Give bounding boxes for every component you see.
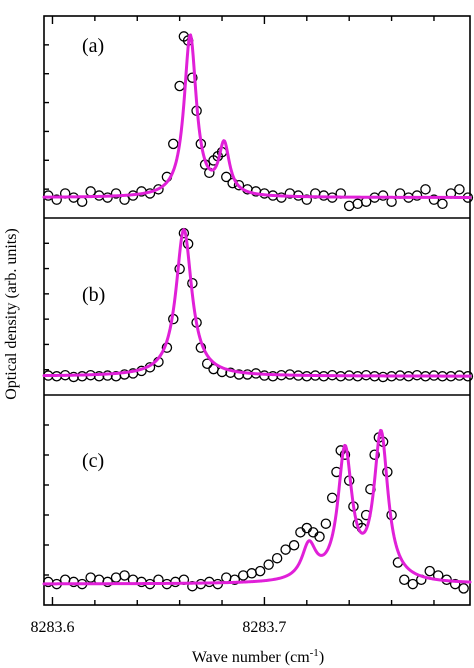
data-point bbox=[280, 544, 291, 555]
x-axis-label: Wave number (cm-1) bbox=[192, 647, 324, 666]
data-point bbox=[110, 572, 122, 583]
data-point bbox=[407, 578, 419, 590]
data-point bbox=[320, 518, 332, 529]
x-tick-label: 8283.7 bbox=[242, 619, 286, 636]
data-point bbox=[437, 198, 448, 210]
data-point bbox=[76, 196, 88, 207]
x-tick-label: 8283.6 bbox=[30, 619, 74, 636]
data-point bbox=[458, 583, 469, 594]
data-point bbox=[174, 80, 185, 92]
data-point bbox=[420, 184, 431, 195]
data-point bbox=[307, 527, 319, 538]
x-axis-label-unit-exponent: -1 bbox=[310, 647, 319, 659]
data-point bbox=[221, 572, 232, 583]
data-point bbox=[254, 565, 266, 577]
data-point bbox=[369, 449, 380, 460]
data-point bbox=[288, 540, 300, 551]
panel-a: (a) bbox=[42, 31, 474, 212]
data-point bbox=[326, 492, 338, 504]
x-axis-label-close: ) bbox=[319, 649, 324, 666]
fit-curve bbox=[42, 33, 472, 199]
data-point bbox=[42, 190, 54, 201]
x-axis-label-text: Wave number (cm bbox=[192, 649, 310, 666]
data-point bbox=[68, 371, 79, 383]
data-point bbox=[352, 198, 363, 210]
data-point bbox=[339, 449, 351, 460]
data-point bbox=[411, 190, 423, 201]
data-point bbox=[454, 184, 465, 195]
data-point bbox=[102, 576, 113, 588]
data-point bbox=[229, 574, 240, 586]
data-point bbox=[85, 572, 96, 583]
data-point bbox=[377, 190, 389, 201]
data-point bbox=[201, 358, 213, 369]
panel-b: (b) bbox=[42, 227, 474, 383]
fit-curve bbox=[42, 228, 472, 378]
plot-frame bbox=[43, 15, 471, 606]
data-point bbox=[119, 570, 130, 581]
data-point bbox=[428, 194, 440, 205]
data-point bbox=[399, 574, 410, 586]
data-point bbox=[301, 194, 313, 205]
data-point bbox=[343, 200, 355, 212]
fit-curve bbox=[42, 428, 472, 586]
data-point bbox=[187, 72, 198, 83]
panel-c: (c) bbox=[42, 424, 472, 594]
data-point bbox=[263, 559, 274, 570]
data-point bbox=[237, 570, 249, 581]
data-point bbox=[271, 552, 283, 564]
panel-label: (b) bbox=[82, 284, 105, 306]
data-point bbox=[221, 171, 232, 183]
x-axis-ticks: 8283.6 8283.7 bbox=[30, 16, 435, 636]
data-point bbox=[136, 576, 147, 588]
panels: (a) (b) (c) bbox=[42, 31, 474, 594]
y-axis-label: Optical density (arb. units) bbox=[3, 228, 20, 400]
data-point bbox=[233, 369, 245, 380]
data-point bbox=[168, 138, 179, 150]
panel-label: (a) bbox=[82, 35, 104, 57]
data-point bbox=[246, 568, 257, 579]
panel-frames bbox=[43, 15, 471, 606]
data-point bbox=[295, 527, 306, 538]
data-point bbox=[233, 179, 245, 191]
data-point bbox=[85, 186, 96, 197]
data-point bbox=[110, 188, 122, 199]
data-point bbox=[314, 531, 325, 542]
panel-label: (c) bbox=[82, 450, 104, 472]
data-point bbox=[301, 522, 313, 534]
data-point bbox=[93, 371, 105, 382]
data-point bbox=[424, 565, 435, 577]
data-point bbox=[449, 578, 461, 590]
data-point bbox=[51, 194, 62, 205]
